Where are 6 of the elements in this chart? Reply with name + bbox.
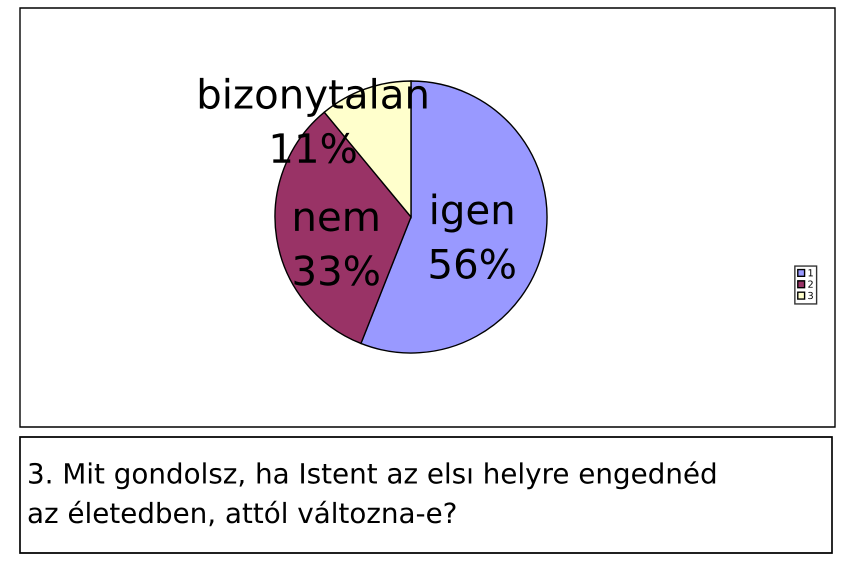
legend-label: 2: [808, 280, 813, 288]
data-label: nem 33%: [294, 208, 379, 286]
legend-label: 1: [808, 269, 813, 276]
legend-label: 3: [808, 292, 813, 300]
text: 3. Mit gondolsz, ha Istent az elsı helyre engednéd az életedben, attól változna-e?: [28, 461, 716, 526]
data-label: igen 56%: [430, 193, 515, 279]
